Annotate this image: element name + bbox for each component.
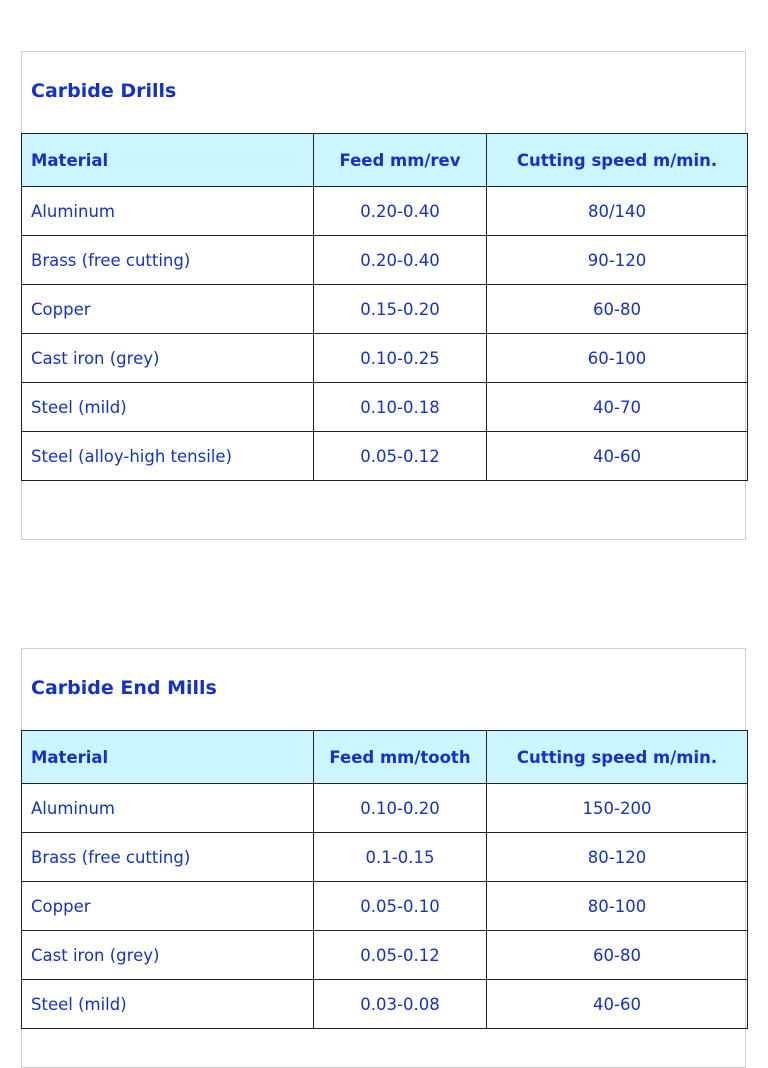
cell-feed: 0.05-0.12 [313, 431, 487, 481]
cell-cutting-speed: 150-200 [486, 783, 748, 833]
cell-material: Brass (free cutting) [21, 832, 314, 882]
table-header-row: Material Feed mm/tooth Cutting speed m/m… [21, 730, 748, 784]
cell-material: Cast iron (grey) [21, 930, 314, 980]
header-feed: Feed mm/rev [313, 133, 487, 187]
cell-cutting-speed: 40-70 [486, 382, 748, 432]
header-cutting-speed: Cutting speed m/min. [486, 730, 748, 784]
table-row: Brass (free cutting) 0.20-0.40 90-120 [21, 235, 748, 285]
table-row: Aluminum 0.20-0.40 80/140 [21, 186, 748, 236]
cell-cutting-speed: 90-120 [486, 235, 748, 285]
cell-feed: 0.10-0.25 [313, 333, 487, 383]
cell-material: Steel (mild) [21, 382, 314, 432]
cell-cutting-speed: 40-60 [486, 431, 748, 481]
table-header-row: Material Feed mm/rev Cutting speed m/min… [21, 133, 748, 187]
cell-cutting-speed: 80-120 [486, 832, 748, 882]
table-row: Aluminum 0.10-0.20 150-200 [21, 783, 748, 833]
header-feed: Feed mm/tooth [313, 730, 487, 784]
table-row: Copper 0.15-0.20 60-80 [21, 284, 748, 334]
carbide-drills-panel: Carbide Drills Material Feed mm/rev Cutt… [21, 51, 748, 540]
cell-feed: 0.05-0.12 [313, 930, 487, 980]
cell-feed: 0.05-0.10 [313, 881, 487, 931]
cell-material: Steel (alloy-high tensile) [21, 431, 314, 481]
table-row: Cast iron (grey) 0.10-0.25 60-100 [21, 333, 748, 383]
carbide-end-mills-panel: Carbide End Mills Material Feed mm/tooth… [21, 648, 748, 1068]
table-row: Copper 0.05-0.10 80-100 [21, 881, 748, 931]
carbide-drills-table: Material Feed mm/rev Cutting speed m/min… [21, 133, 748, 481]
cell-material: Copper [21, 284, 314, 334]
cell-cutting-speed: 60-80 [486, 284, 748, 334]
cell-material: Brass (free cutting) [21, 235, 314, 285]
table-row: Steel (alloy-high tensile) 0.05-0.12 40-… [21, 431, 748, 481]
cell-feed: 0.20-0.40 [313, 186, 487, 236]
cell-feed: 0.15-0.20 [313, 284, 487, 334]
cell-feed: 0.10-0.18 [313, 382, 487, 432]
header-cutting-speed: Cutting speed m/min. [486, 133, 748, 187]
cell-feed: 0.03-0.08 [313, 979, 487, 1029]
cell-feed: 0.20-0.40 [313, 235, 487, 285]
cell-material: Cast iron (grey) [21, 333, 314, 383]
table-row: Steel (mild) 0.03-0.08 40-60 [21, 979, 748, 1029]
cell-cutting-speed: 80-100 [486, 881, 748, 931]
cell-material: Aluminum [21, 186, 314, 236]
cell-cutting-speed: 80/140 [486, 186, 748, 236]
cell-cutting-speed: 40-60 [486, 979, 748, 1029]
table-row: Cast iron (grey) 0.05-0.12 60-80 [21, 930, 748, 980]
cell-cutting-speed: 60-100 [486, 333, 748, 383]
cell-feed: 0.1-0.15 [313, 832, 487, 882]
carbide-drills-title: Carbide Drills [31, 80, 177, 102]
cell-material: Copper [21, 881, 314, 931]
header-material: Material [21, 730, 314, 784]
cell-feed: 0.10-0.20 [313, 783, 487, 833]
cell-material: Aluminum [21, 783, 314, 833]
carbide-end-mills-table: Material Feed mm/tooth Cutting speed m/m… [21, 730, 748, 1029]
cell-cutting-speed: 60-80 [486, 930, 748, 980]
header-material: Material [21, 133, 314, 187]
carbide-end-mills-title: Carbide End Mills [31, 677, 217, 699]
table-row: Brass (free cutting) 0.1-0.15 80-120 [21, 832, 748, 882]
cell-material: Steel (mild) [21, 979, 314, 1029]
table-row: Steel (mild) 0.10-0.18 40-70 [21, 382, 748, 432]
